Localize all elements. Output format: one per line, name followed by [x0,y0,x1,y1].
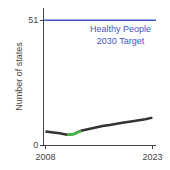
svg-text:Number of states: Number of states [14,42,24,111]
svg-text:2023: 2023 [142,152,162,162]
svg-text:2008: 2008 [35,152,55,162]
svg-text:0: 0 [33,140,38,150]
svg-text:51: 51 [28,15,38,25]
svg-text:Healthy People2030 Target: Healthy People2030 Target [90,24,151,46]
